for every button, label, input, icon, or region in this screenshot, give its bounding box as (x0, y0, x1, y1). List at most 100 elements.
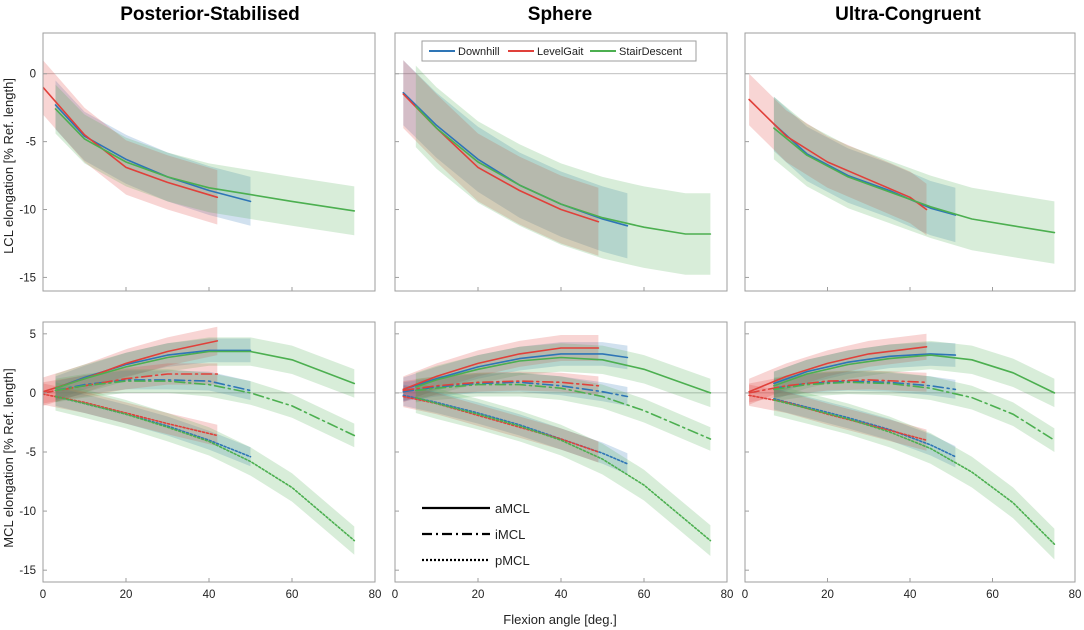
band-downhill-lcl (55, 80, 251, 226)
line-downhill-lcl (773, 123, 957, 216)
legend-activity: Downhill LevelGait StairDescent (421, 40, 697, 62)
legend-label-amcl: aMCL (495, 501, 530, 516)
column-title-sphere: Sphere (528, 4, 592, 25)
ytick-label: -10 (19, 205, 36, 217)
bands (43, 326, 355, 555)
line-levelgait-imcl (402, 380, 600, 392)
xtick-label: 20 (472, 589, 485, 601)
panel-mcl-posterior-stabilised: 5 0 -5 -10 -15 0 20 40 60 80 (19, 321, 382, 601)
line-stairdescent-imcl (54, 380, 356, 437)
xtick-label: 20 (821, 589, 834, 601)
line-stairdescent-amcl (773, 354, 1056, 394)
plot-area (402, 60, 712, 275)
column-title-posterior-stabilised: Posterior-Stabilised (120, 4, 300, 25)
line-downhill-imcl (54, 379, 252, 392)
line-stairdescent-imcl (773, 381, 1056, 442)
line-stairdescent-amcl (54, 350, 356, 390)
xtick-label: 80 (721, 589, 734, 601)
band-levelgait-imcl (43, 363, 218, 404)
xtick-label: 80 (1069, 589, 1082, 601)
line-stairdescent-pmcl (414, 396, 712, 542)
line-downhill-amcl (402, 353, 629, 391)
band-stairdescent-amcl (773, 340, 1055, 408)
line-downhill-amcl (54, 349, 252, 390)
lines (748, 345, 1056, 546)
ytick-label: -5 (26, 137, 36, 149)
xtick-label: 0 (742, 589, 748, 601)
line-levelgait-lcl (748, 98, 928, 211)
plot-area (43, 60, 356, 236)
panels: 0 -5 -10 -15 5 0 -5 -10 -15 0 20 40 60 80 0 20 40 60 80 0 20… (19, 32, 1082, 601)
lines (43, 86, 356, 212)
bands (403, 335, 711, 556)
line-levelgait-amcl (748, 345, 928, 393)
line-downhill-imcl (402, 381, 629, 398)
band-stairdescent-lcl (55, 84, 355, 236)
xtick-label: 80 (369, 589, 382, 601)
legend-label-stairdescent: StairDescent (619, 46, 682, 58)
band-downhill-pmcl (403, 384, 628, 475)
line-downhill-amcl (773, 353, 957, 385)
xtick-label: 40 (203, 589, 216, 601)
ytick-label: 5 (30, 329, 36, 341)
line-stairdescent-imcl (414, 383, 712, 440)
band-stairdescent-pmcl (55, 382, 355, 555)
band-levelgait-pmcl (749, 384, 927, 451)
band-downhill-amcl (403, 342, 628, 402)
lines (43, 340, 356, 542)
xtick-label: 60 (986, 589, 999, 601)
line-downhill-imcl (773, 380, 957, 391)
legend-ligament: aMCL iMCL pMCL (422, 501, 530, 568)
line-levelgait-amcl (402, 347, 600, 391)
panel-mcl-ultra-congruent: 0 20 40 60 80 (742, 321, 1082, 601)
bands (749, 73, 1055, 264)
legend-label-imcl: iMCL (495, 527, 525, 542)
line-downhill-pmcl (402, 394, 629, 465)
band-stairdescent-pmcl (415, 382, 711, 556)
xtick-label: 40 (904, 589, 917, 601)
band-levelgait-lcl (403, 60, 599, 256)
ytick-label: 0 (30, 69, 36, 81)
panel-lcl-posterior-stabilised: 0 -5 -10 -15 (19, 32, 376, 292)
band-downhill-imcl (55, 370, 251, 400)
ytick-label: -10 (19, 506, 36, 518)
ytick-label: -5 (26, 447, 36, 459)
line-levelgait-imcl (748, 379, 928, 394)
line-stairdescent-lcl (54, 108, 356, 212)
xtick-label: 40 (555, 589, 568, 601)
plot-area (43, 326, 356, 555)
ytick-label: 0 (30, 388, 36, 400)
band-levelgait-lcl (43, 60, 218, 225)
band-downhill-lcl (403, 60, 628, 259)
bands (403, 60, 711, 275)
legend-label-levelgait: LevelGait (537, 46, 583, 58)
plot-area (748, 73, 1056, 264)
xtick-label: 60 (286, 589, 299, 601)
line-levelgait-lcl (43, 86, 219, 199)
ylabel-mcl: MCL elongation [% Ref. length] (1, 368, 16, 547)
band-levelgait-lcl (749, 73, 927, 236)
xtick-label: 0 (392, 589, 398, 601)
band-stairdescent-imcl (55, 369, 355, 448)
xtick-label: 20 (120, 589, 133, 601)
legend-activity-box (421, 40, 697, 62)
band-levelgait-pmcl (403, 385, 599, 463)
panel-mcl-sphere: 0 20 40 60 80 (392, 321, 734, 601)
legend-label-downhill: Downhill (458, 46, 500, 58)
band-stairdescent-lcl (773, 96, 1055, 264)
bands (749, 333, 1055, 560)
line-stairdescent-lcl (414, 105, 712, 235)
lines (402, 347, 712, 542)
band-stairdescent-lcl (415, 65, 711, 275)
band-levelgait-imcl (403, 371, 599, 400)
band-downhill-imcl (403, 372, 628, 406)
bands (43, 60, 355, 236)
ytick-label: -15 (19, 565, 36, 577)
ytick-label: -15 (19, 272, 36, 284)
panel-lcl-ultra-congruent (744, 32, 1076, 292)
band-stairdescent-imcl (415, 372, 711, 451)
lines (402, 91, 712, 235)
xlabel: Flexion angle [deg.] (503, 612, 616, 627)
line-stairdescent-amcl (414, 356, 712, 394)
